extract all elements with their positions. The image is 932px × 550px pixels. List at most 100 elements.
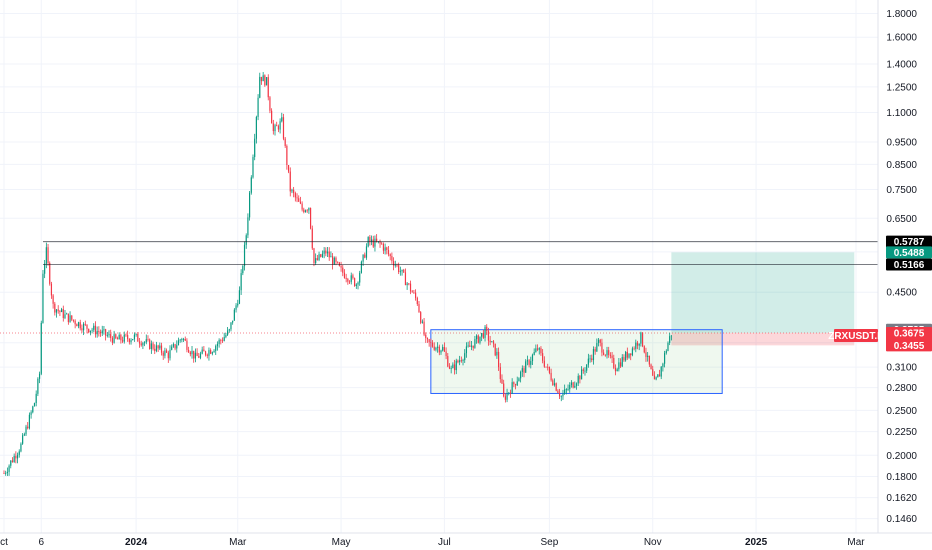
candle-body: [438, 346, 440, 353]
candle-body: [298, 198, 300, 202]
candle-body: [198, 356, 200, 358]
candle-body: [411, 291, 413, 293]
candle-body: [220, 340, 222, 341]
candle-body: [403, 269, 405, 273]
candle-body: [264, 75, 266, 86]
candle-body: [311, 228, 313, 249]
candle-body: [486, 326, 488, 331]
candle-body: [306, 210, 308, 212]
candle-body: [382, 244, 385, 251]
candle-body: [662, 363, 664, 367]
candle-body: [604, 354, 606, 356]
candle-body: [321, 253, 324, 257]
price-axis-tags: 0.57870.54880.51660.37350.367509:31:180.…: [886, 235, 932, 352]
candle-body: [626, 351, 628, 358]
candle-body: [47, 247, 49, 263]
candle-body: [489, 340, 491, 343]
candle-body: [508, 392, 510, 394]
candle-body: [543, 360, 545, 367]
candle-body: [575, 383, 578, 386]
x-tick-label: Mar: [229, 537, 247, 548]
candle-body: [137, 333, 139, 342]
candle-body: [86, 324, 88, 329]
candle-body: [572, 382, 574, 388]
candle-body: [105, 329, 107, 336]
candle-body: [421, 321, 423, 323]
candle-body: [30, 412, 32, 415]
y-tick-label: 0.1620: [886, 493, 917, 504]
candle-body: [96, 331, 98, 335]
candle-body: [423, 321, 425, 335]
candle-body: [142, 342, 144, 346]
candle-body: [286, 145, 288, 166]
candle-body: [409, 283, 412, 292]
target-zone[interactable]: [671, 252, 855, 333]
candle-body: [652, 369, 654, 376]
candle-body: [542, 353, 544, 361]
candle-body: [60, 309, 63, 313]
candle-body: [594, 349, 596, 352]
candle-body: [79, 322, 81, 329]
candle-body: [16, 454, 19, 459]
candle-body: [11, 460, 14, 462]
candle-body: [504, 396, 506, 400]
candle-body: [182, 338, 185, 340]
candle-body: [125, 334, 127, 336]
candle-body: [127, 335, 129, 339]
candle-body: [355, 284, 357, 286]
candle-body: [5, 472, 7, 474]
candle-body: [345, 277, 347, 279]
candle-body: [223, 337, 225, 341]
time-axis[interactable]: ct 6 2024 Mar May Jul Sep Nov 2025 Mar: [0, 537, 865, 548]
candle-body: [343, 272, 346, 278]
candle-body: [352, 275, 354, 279]
stop-zone[interactable]: [671, 332, 855, 346]
candle-body: [211, 352, 213, 354]
candle-body: [399, 271, 401, 273]
candle-body: [416, 297, 418, 305]
y-tick-label: 0.6500: [886, 214, 917, 225]
price-tag-value: 0.3675: [894, 328, 925, 339]
candle-body: [249, 192, 251, 218]
candle-body: [27, 426, 29, 429]
candle-body: [181, 339, 183, 340]
candle-body: [487, 330, 490, 341]
position-tool[interactable]: [0, 252, 878, 346]
horizontal-lines[interactable]: [42, 241, 878, 265]
candle-body: [404, 272, 407, 286]
candle-body: [357, 282, 359, 285]
candle-body: [44, 263, 46, 274]
candle-body: [587, 358, 589, 365]
price-tag: [886, 235, 932, 248]
candle-body: [660, 366, 662, 377]
price-tag-value: 0.5488: [894, 248, 925, 259]
candle-body: [250, 177, 252, 193]
candle-body: [164, 350, 166, 356]
y-tick-label: 0.8500: [886, 160, 917, 171]
candle-body: [159, 345, 161, 349]
candle-body: [293, 189, 295, 194]
candle-body: [201, 349, 203, 354]
candle-body: [33, 403, 36, 407]
candle-body: [132, 339, 134, 341]
candle-body: [98, 331, 100, 333]
candle-body: [226, 330, 229, 336]
candle-body: [155, 345, 158, 351]
candle-body: [564, 389, 566, 394]
candle-body: [648, 355, 650, 365]
candle-body: [232, 320, 234, 323]
candle-body: [482, 333, 484, 338]
candle-body: [360, 261, 362, 273]
candle-body: [525, 361, 527, 373]
candle-body: [591, 358, 593, 361]
candle-body: [616, 369, 618, 372]
candle-body: [67, 313, 69, 323]
candle-body: [265, 77, 268, 86]
candle-body: [147, 339, 149, 341]
candle-body: [406, 283, 408, 286]
candle-body: [188, 349, 190, 353]
candle-body: [186, 340, 188, 350]
candle-body: [391, 256, 393, 262]
